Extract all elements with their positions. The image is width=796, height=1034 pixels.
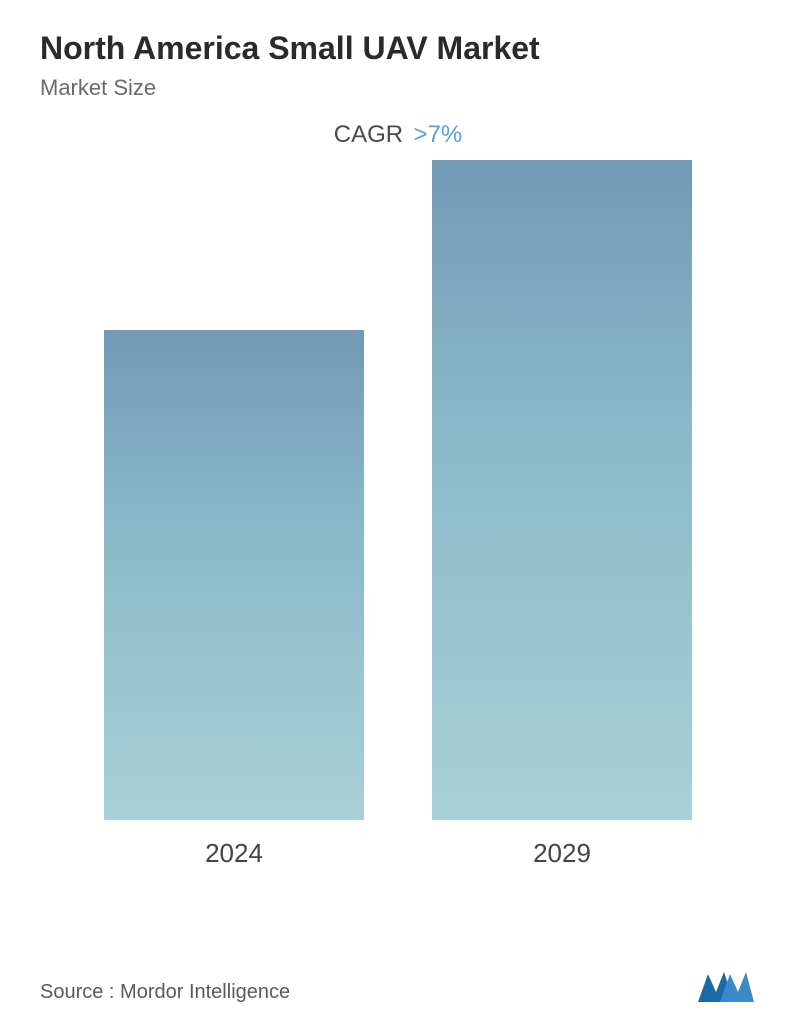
cagr-value: >7% [414, 121, 463, 148]
bar-2029 [432, 160, 692, 820]
bar-group-2024: 2024 [104, 330, 364, 869]
chart-subtitle: Market Size [40, 75, 756, 101]
source-text: Source : Mordor Intelligence [40, 981, 290, 1004]
bar-chart: 2024 2029 [40, 189, 756, 869]
bar-group-2029: 2029 [432, 160, 692, 869]
cagr-container: CAGR >7% [40, 121, 756, 149]
footer: Source : Mordor Intelligence [40, 964, 756, 1004]
bar-label-2029: 2029 [533, 838, 591, 869]
chart-title: North America Small UAV Market [40, 30, 756, 67]
cagr-label: CAGR [334, 121, 403, 148]
mordor-logo-icon [696, 964, 756, 1004]
bar-label-2024: 2024 [205, 838, 263, 869]
bar-2024 [104, 330, 364, 820]
